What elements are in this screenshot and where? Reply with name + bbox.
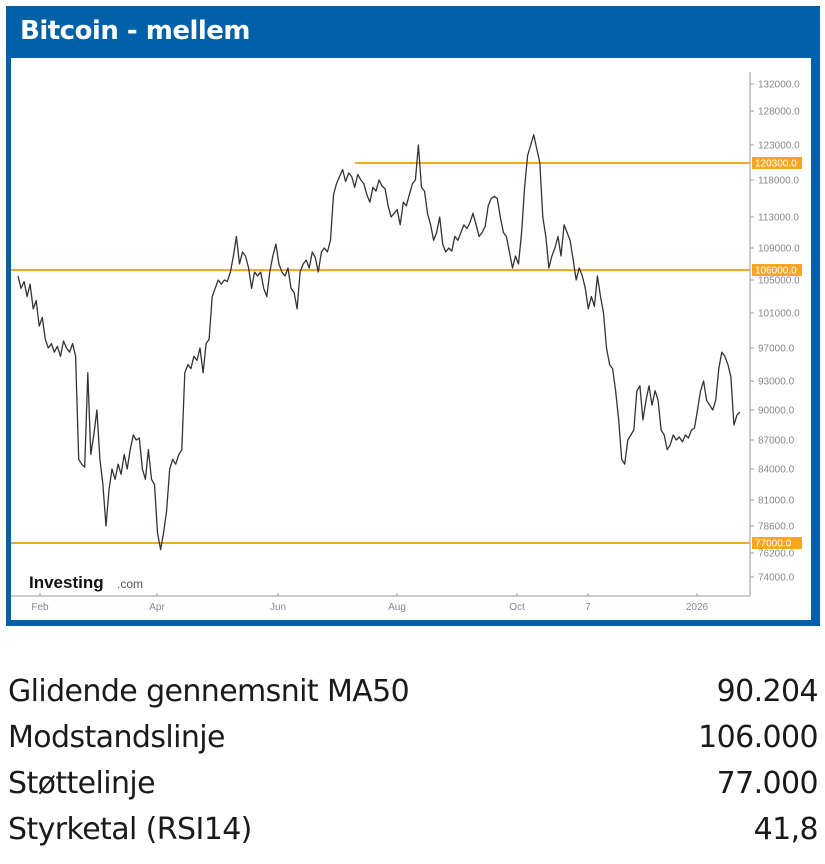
chart-panel: Bitcoin - mellem 132000.0 128000.0 123000.… — [6, 6, 820, 626]
y-tick-label: 128000.0 — [758, 107, 800, 118]
stat-value: 41,8 — [753, 811, 819, 847]
x-tick-label: 7 — [585, 602, 591, 613]
x-axis: Feb Apr Jun Aug Oct 7 2026 — [11, 593, 750, 613]
y-tick-label: 76200.0 — [758, 549, 795, 560]
stat-row-ma50: Glidende gennemsnit MA50 90.204 — [8, 668, 819, 714]
stat-row-resistance: Modstandslinje 106.000 — [8, 714, 819, 760]
stat-row-rsi: Styrketal (RSI14) 41,8 — [8, 806, 819, 852]
x-tick-label: Oct — [509, 602, 525, 613]
level-tag: 120300.0 — [755, 159, 797, 170]
y-tick-label: 74000.0 — [758, 573, 795, 584]
y-tick-label: 87000.0 — [758, 436, 795, 447]
y-tick-label: 113000.0 — [758, 213, 799, 224]
stat-label: Styrketal (RSI14) — [8, 811, 252, 847]
chart-area: 132000.0 128000.0 123000.0 118000.0 113000.0… — [11, 58, 811, 620]
stat-value: 77.000 — [716, 765, 819, 801]
watermark-brand: Investing — [29, 573, 104, 592]
price-chart: 132000.0 128000.0 123000.0 118000.0 113000.0… — [11, 72, 802, 613]
stat-label: Støttelinje — [8, 765, 156, 801]
y-tick-label: 90000.0 — [758, 406, 795, 417]
y-tick-label: 97000.0 — [758, 344, 795, 355]
y-tick-label: 81000.0 — [758, 496, 795, 507]
y-tick-label: 105000.0 — [758, 276, 800, 287]
stat-label: Glidende gennemsnit MA50 — [8, 673, 410, 709]
stats-table: Glidende gennemsnit MA50 90.204 Modstand… — [8, 668, 819, 852]
x-tick-label: Apr — [149, 602, 165, 613]
stat-value: 106.000 — [698, 719, 818, 755]
watermark-suffix: .com — [117, 577, 143, 591]
y-tick-label: 132000.0 — [758, 80, 800, 91]
y-tick-label: 84000.0 — [758, 465, 795, 476]
y-axis: 132000.0 128000.0 123000.0 118000.0 113000.0… — [749, 72, 800, 596]
panel-title: Bitcoin - mellem — [20, 16, 251, 46]
level-tag: 77000.0 — [755, 539, 792, 550]
x-tick-label: Feb — [31, 602, 49, 613]
level-price-tags: 120300.0 106000.0 77000.0 — [752, 157, 802, 550]
stat-row-support: Støttelinje 77.000 — [8, 760, 819, 806]
y-tick-label: 109000.0 — [758, 244, 800, 255]
level-tag: 106000.0 — [755, 266, 797, 277]
x-tick-label: 2026 — [686, 602, 709, 613]
y-tick-label: 123000.0 — [758, 141, 800, 152]
horizontal-levels — [11, 162, 750, 544]
stat-label: Modstandslinje — [8, 719, 225, 755]
y-tick-label: 93000.0 — [758, 377, 795, 388]
x-tick-label: Aug — [388, 602, 406, 613]
price-line — [17, 134, 741, 551]
y-tick-label: 118000.0 — [758, 176, 799, 187]
stat-value: 90.204 — [716, 673, 819, 709]
x-tick-label: Jun — [270, 602, 286, 613]
y-tick-label: 101000.0 — [758, 309, 800, 320]
y-tick-label: 78600.0 — [758, 522, 795, 533]
investing-logo: Investing .com — [29, 573, 143, 592]
